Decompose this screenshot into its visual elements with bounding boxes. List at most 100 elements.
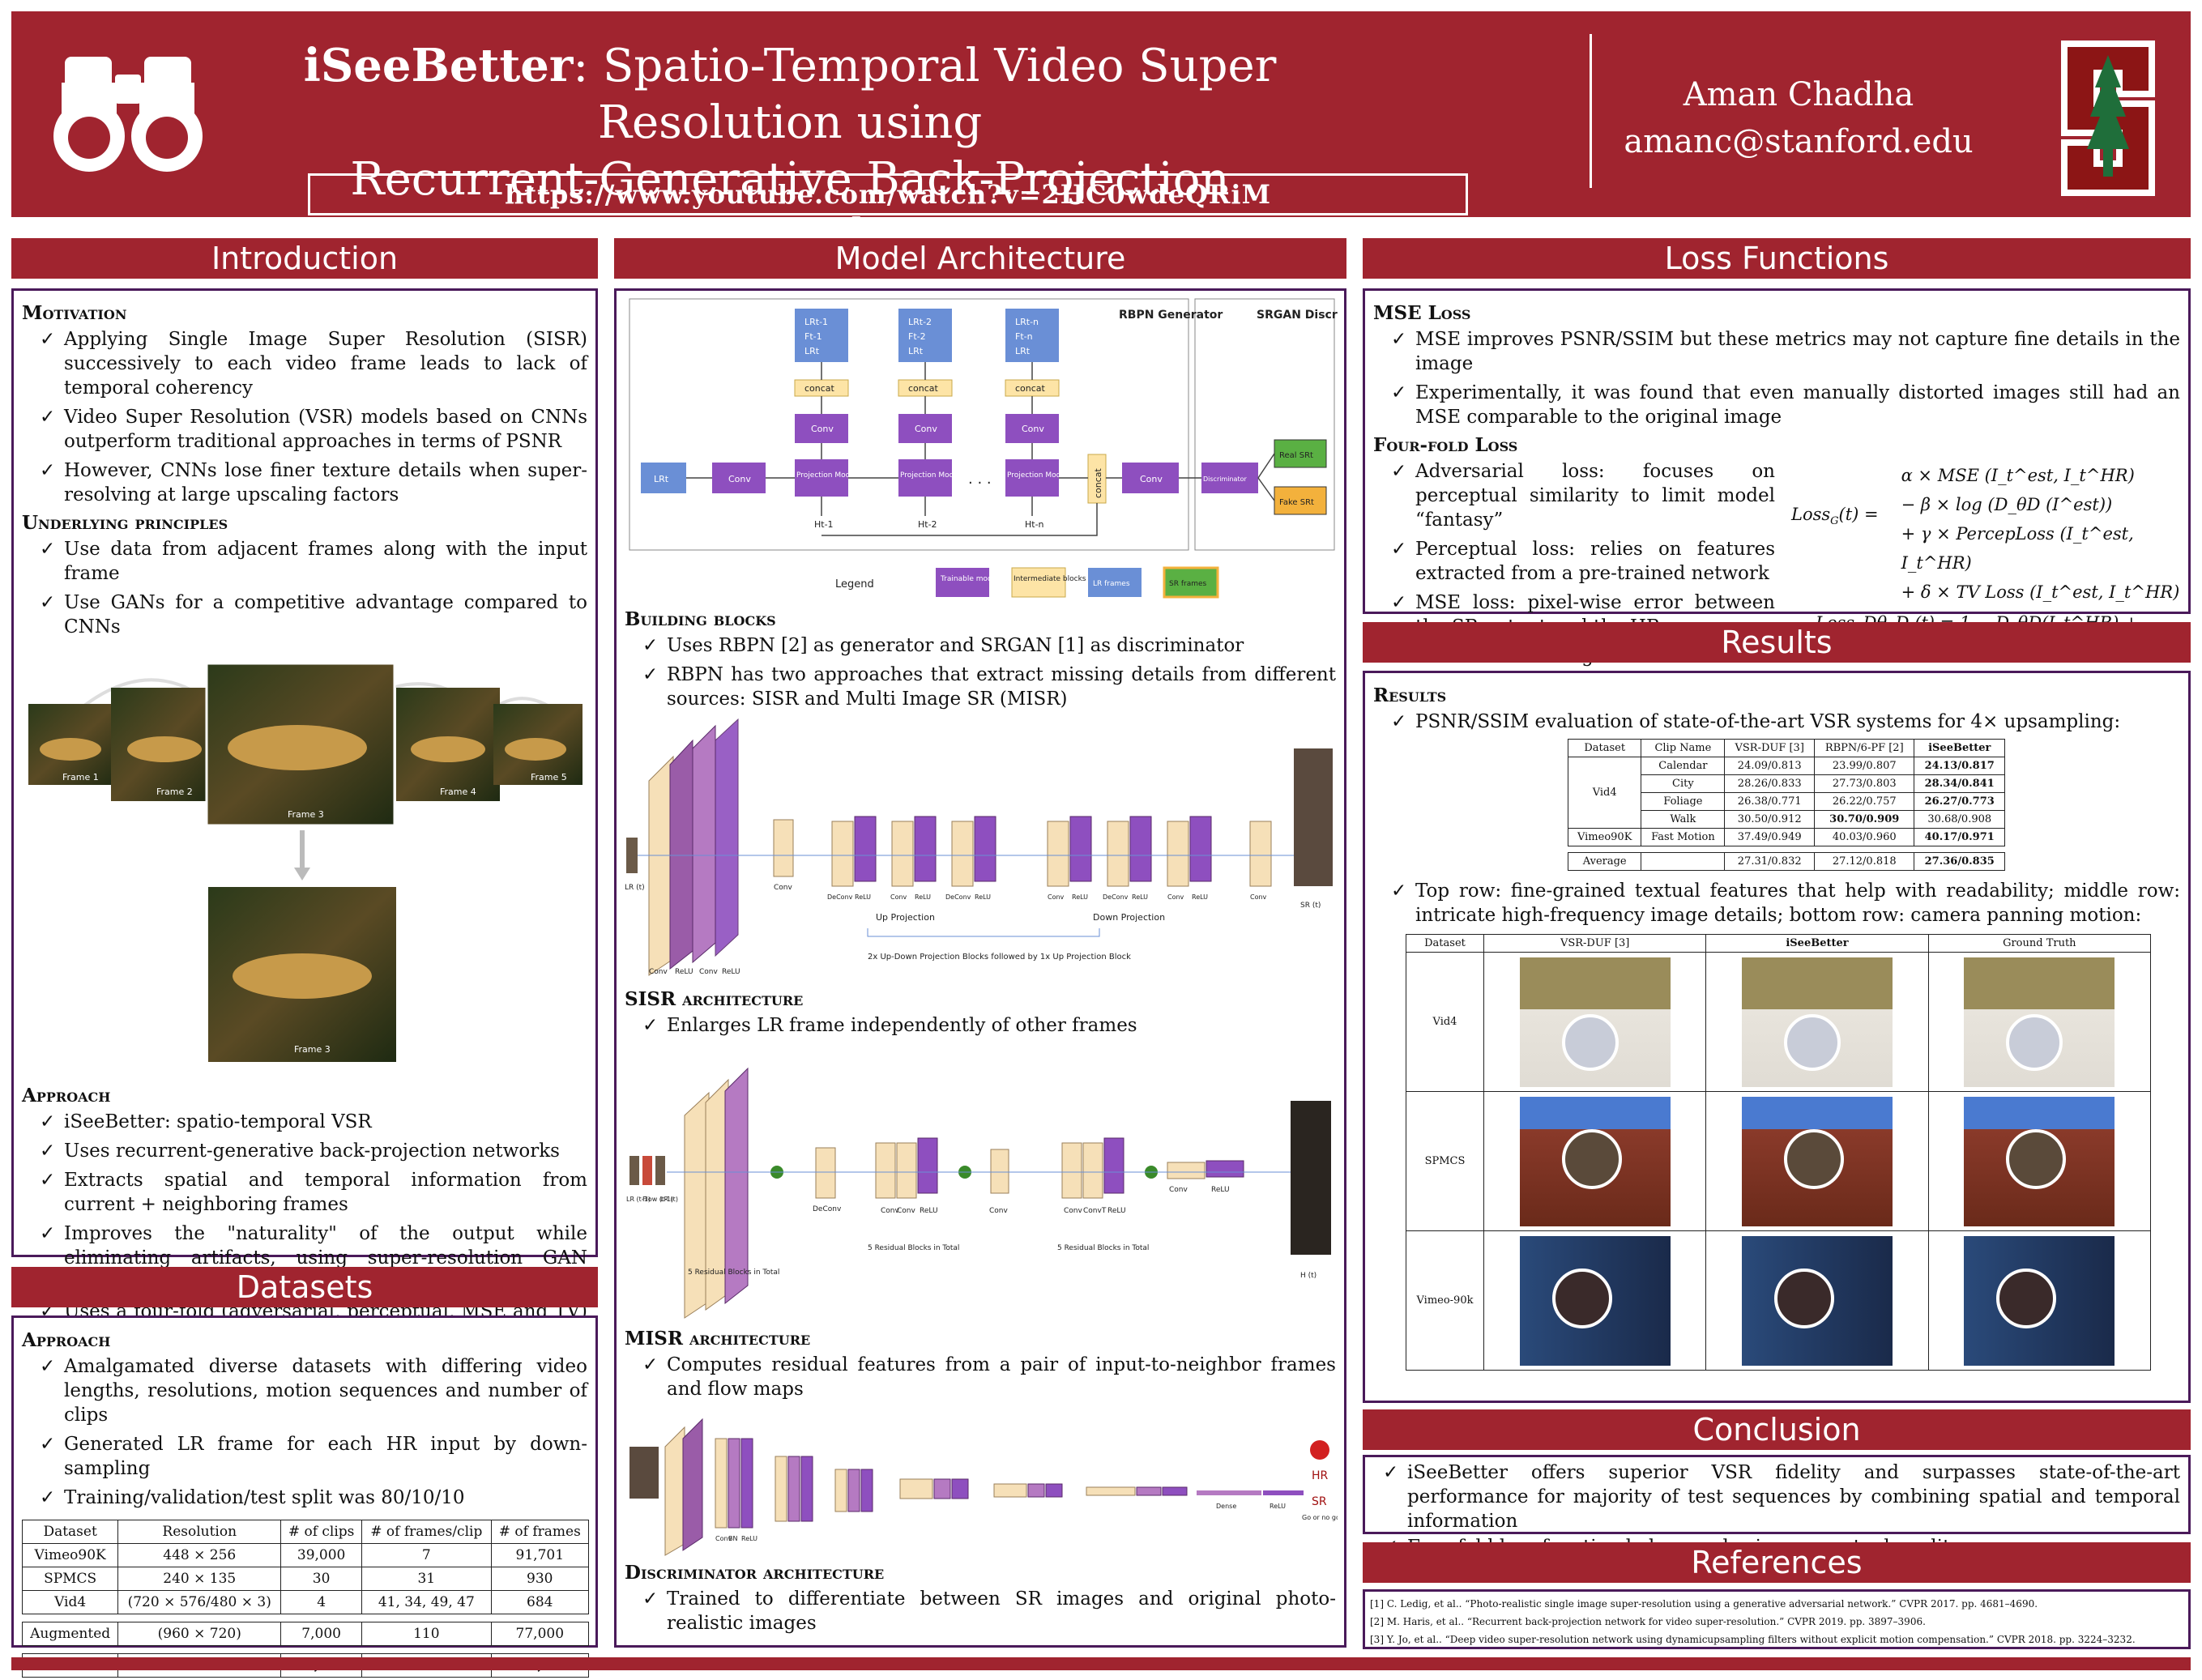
table-row: Vimeo90K Fast Motion 37.49/0.949 40.03/0… (1567, 828, 2005, 846)
datasets-approach-title: Approach (22, 1329, 111, 1351)
table-header: Dataset (21, 1520, 119, 1544)
svg-text:Conv: Conv (1022, 424, 1044, 434)
svg-text:ReLU: ReLU (1270, 1503, 1286, 1510)
table-header: # of frames/clip (361, 1520, 492, 1544)
list-item: Amalgamated diverse datasets with differ… (22, 1354, 587, 1427)
datasets-heading: Datasets (11, 1267, 598, 1307)
table-cell: 28.26/0.833 (1724, 774, 1816, 793)
frame-3: Frame 3 (205, 662, 396, 827)
author-block: Aman Chadha amanc@stanford.edu (1620, 71, 1977, 165)
author-email[interactable]: amanc@stanford.edu (1624, 123, 1974, 160)
list-item: Use GANs for a competitive advantage com… (22, 591, 587, 639)
building-title: Building blocks (625, 608, 776, 630)
svg-text:Projection Module: Projection Module (796, 471, 862, 480)
svg-text:Down Projection: Down Projection (1093, 912, 1165, 923)
svg-text:Legend: Legend (835, 578, 874, 591)
table-cell: Vid4 (1567, 757, 1642, 829)
table-header: iSeeBetter (1914, 739, 2005, 757)
svg-text:Conv: Conv (728, 474, 751, 484)
svg-text:LR frames: LR frames (1093, 580, 1130, 588)
vid4-iseebetter-image (1705, 952, 1929, 1092)
svg-text:Flow (t-1): Flow (t-1) (642, 1196, 673, 1203)
list-item: Experimentally, it was found that even m… (1373, 381, 2180, 429)
title-bold: iSeeBetter (303, 39, 574, 92)
mse-list: MSE improves PSNR/SSIM but these metrics… (1373, 327, 2180, 429)
misr-title: MISR architecture (625, 1328, 811, 1350)
table-cell: 26.38/0.771 (1724, 792, 1816, 811)
table-cell: 24.13/0.817 (1914, 757, 2005, 775)
sisr-title: SISR architecture (625, 988, 804, 1010)
conclusion-heading: Conclusion (1363, 1409, 2191, 1450)
input-stack-n: LRt-n Ft-n LRt concat Conv Projection Mo… (1005, 309, 1073, 530)
svg-text:Ht-2: Ht-2 (918, 519, 937, 530)
table-header: Ground Truth (1927, 934, 2152, 953)
eq-term: − β × log (D_θD (I^est)) (1901, 495, 2113, 514)
table-cell: 41, 34, 49, 47 (361, 1590, 492, 1614)
svg-text:SR frames: SR frames (1169, 580, 1207, 588)
svg-text:SR: SR (1312, 1495, 1327, 1508)
table-cell: SPMCS (1406, 1091, 1484, 1231)
svg-text:LRt-2: LRt-2 (908, 317, 932, 327)
svg-text:Fake SRt: Fake SRt (1279, 498, 1314, 507)
svg-text:Frame 2: Frame 2 (156, 787, 193, 797)
eq-term: α × MSE (I_t^est, I_t^HR) (1901, 466, 2135, 485)
frame-1: Frame 1 (28, 704, 117, 785)
table-cell: 30.68/0.908 (1914, 810, 2005, 829)
eq-term: + γ × PercepLoss (I_t^est, I_t^HR) (1901, 524, 2134, 573)
table-cell: 24.09/0.813 (1724, 757, 1816, 775)
mse-title: MSE Loss (1373, 302, 1471, 324)
svg-text:Discriminator: Discriminator (1203, 475, 1247, 483)
datasets-box: Approach Amalgamated diverse datasets wi… (11, 1315, 598, 1678)
loss-box: MSE Loss MSE improves PSNR/SSIM but thes… (1363, 288, 2191, 668)
svg-text:Ht-1: Ht-1 (814, 519, 834, 530)
table-cell: 26.27/0.773 (1914, 792, 2005, 811)
svg-text:Intermediate blocks: Intermediate blocks (1014, 575, 1086, 583)
svg-text:ReLU: ReLU (1211, 1186, 1230, 1194)
svg-text:LRt: LRt (654, 474, 669, 484)
discriminator-diagram: Conv BN ReLU Dense ReLU HR SR Go or no g… (629, 1418, 1338, 1556)
svg-text:ReLU: ReLU (855, 893, 871, 901)
building-list: Uses RBPN [2] as generator and SRGAN [1]… (625, 633, 1336, 711)
video-link[interactable]: https://www.youtube.com/watch?v=2HC0wdeQ… (308, 173, 1468, 215)
svg-text:ReLU: ReLU (1132, 893, 1148, 901)
title-line1: : Spatio-Temporal Video Super Resolution… (573, 40, 1277, 149)
author-name: Aman Chadha (1683, 76, 1914, 113)
footer-bar (11, 1657, 2191, 1670)
table-header-row: Dataset Clip Name VSR-DUF [3] RBPN/6-PF … (1567, 739, 2005, 757)
table-cell: Walk (1641, 810, 1726, 829)
table-header: Dataset (1406, 934, 1484, 953)
list-item: iSeeBetter: spatio-temporal VSR (22, 1110, 587, 1134)
fourfold-title: Four-fold Loss (1373, 434, 1518, 456)
misr-diagram: LR (t-1) Flow (t-1) LR (t) 5 Residual Bl… (626, 1067, 1331, 1319)
list-item: Top row: fine-grained textual features t… (1373, 879, 2180, 927)
list-item: MSE improves PSNR/SSIM but these metrics… (1373, 327, 2180, 376)
loss-heading: Loss Functions (1363, 238, 2191, 279)
svg-text:ReLU: ReLU (975, 893, 991, 901)
model-heading: Model Architecture (614, 238, 1346, 279)
svg-text:Conv: Conv (881, 1207, 899, 1215)
svg-text:LRt: LRt (908, 346, 924, 356)
vid4-ground-truth-image (1927, 952, 2152, 1092)
cheetah-frames-figure: Frame 1 Frame 2 Frame 4 Frame 5 Frame 3 (28, 662, 583, 1062)
svg-text:Projection Module: Projection Module (900, 471, 966, 480)
approach-title: Approach (22, 1085, 111, 1106)
table-cell: 684 (490, 1590, 590, 1614)
table-cell: Calendar (1641, 757, 1726, 775)
svg-text:Conv: Conv (915, 424, 937, 434)
svg-text:concat: concat (804, 383, 835, 394)
svg-text:Frame 5: Frame 5 (531, 772, 567, 782)
svg-text:Conv: Conv (1140, 474, 1163, 484)
svg-text:Conv: Conv (715, 1535, 732, 1542)
svg-text:Trainable models: Trainable models (940, 575, 1003, 583)
table-header: VSR-DUF [3] (1724, 739, 1816, 757)
table-row: Vid4 (1406, 952, 2152, 1092)
svg-text:BN: BN (728, 1535, 737, 1542)
spmcs-duf-image (1483, 1091, 1707, 1231)
table-header: # of frames (490, 1520, 590, 1544)
input-stack-1: LRt-1 Ft-1 LRt concat Conv Projection Mo… (794, 309, 862, 530)
svg-text:Conv: Conv (811, 424, 834, 434)
svg-text:RBPN Generator: RBPN Generator (1119, 309, 1223, 322)
svg-text:Conv: Conv (774, 884, 792, 892)
list-item: Training/validation/test split was 80/10… (22, 1486, 587, 1510)
table-row-augmented: Augmented (960 × 720) 7,000 110 77,000 (21, 1622, 590, 1646)
